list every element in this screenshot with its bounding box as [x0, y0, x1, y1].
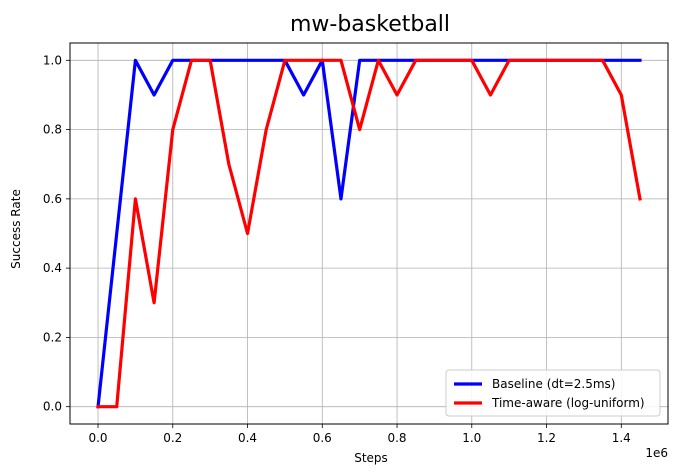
x-tick-label: 1.0	[462, 431, 481, 445]
y-tick-label: 0.2	[43, 330, 62, 344]
x-tick-label: 0.6	[313, 431, 332, 445]
grid	[70, 43, 668, 424]
y-tick-label: 0.0	[43, 400, 62, 414]
chart-title: mw-basketball	[290, 12, 450, 37]
plot-background	[70, 43, 668, 424]
y-tick-label: 1.0	[43, 53, 62, 67]
x-tick-label: 0.0	[88, 431, 107, 445]
y-tick-label: 0.4	[43, 261, 62, 275]
y-tick-label: 0.8	[43, 123, 62, 137]
x-tick-label: 1.4	[612, 431, 631, 445]
series-line-1	[96, 58, 642, 409]
legend: Baseline (dt=2.5ms) Time-aware (log-unif…	[445, 369, 661, 417]
plot-area: 0.0 0.2 0.4 0.6 0.8 1.0 1.2 1.4 0.0 0.2 0.4 0.6 0.8 1…	[43, 42, 669, 445]
x-tick-label: 0.2	[163, 431, 182, 445]
legend-entry-time-aware: Time-aware (log-uniform)	[491, 396, 645, 410]
x-tick-label: 0.8	[387, 431, 406, 445]
series-layer	[96, 58, 642, 409]
x-axis-offset-label: 1e6	[645, 446, 668, 460]
x-tick-label: 1.2	[537, 431, 556, 445]
x-axis-label: Steps	[354, 451, 388, 465]
x-tick-label: 0.4	[238, 431, 257, 445]
legend-box	[445, 369, 661, 417]
y-axis-label: Success Rate	[9, 189, 23, 269]
legend-entry-baseline: Baseline (dt=2.5ms)	[492, 377, 615, 391]
y-tick-label: 0.6	[43, 192, 62, 206]
plot-frame	[69, 42, 669, 425]
ticks: 0.0 0.2 0.4 0.6 0.8 1.0 1.2 1.4 0.0 0.2 0.4 0.6 0.8 1…	[43, 53, 631, 445]
